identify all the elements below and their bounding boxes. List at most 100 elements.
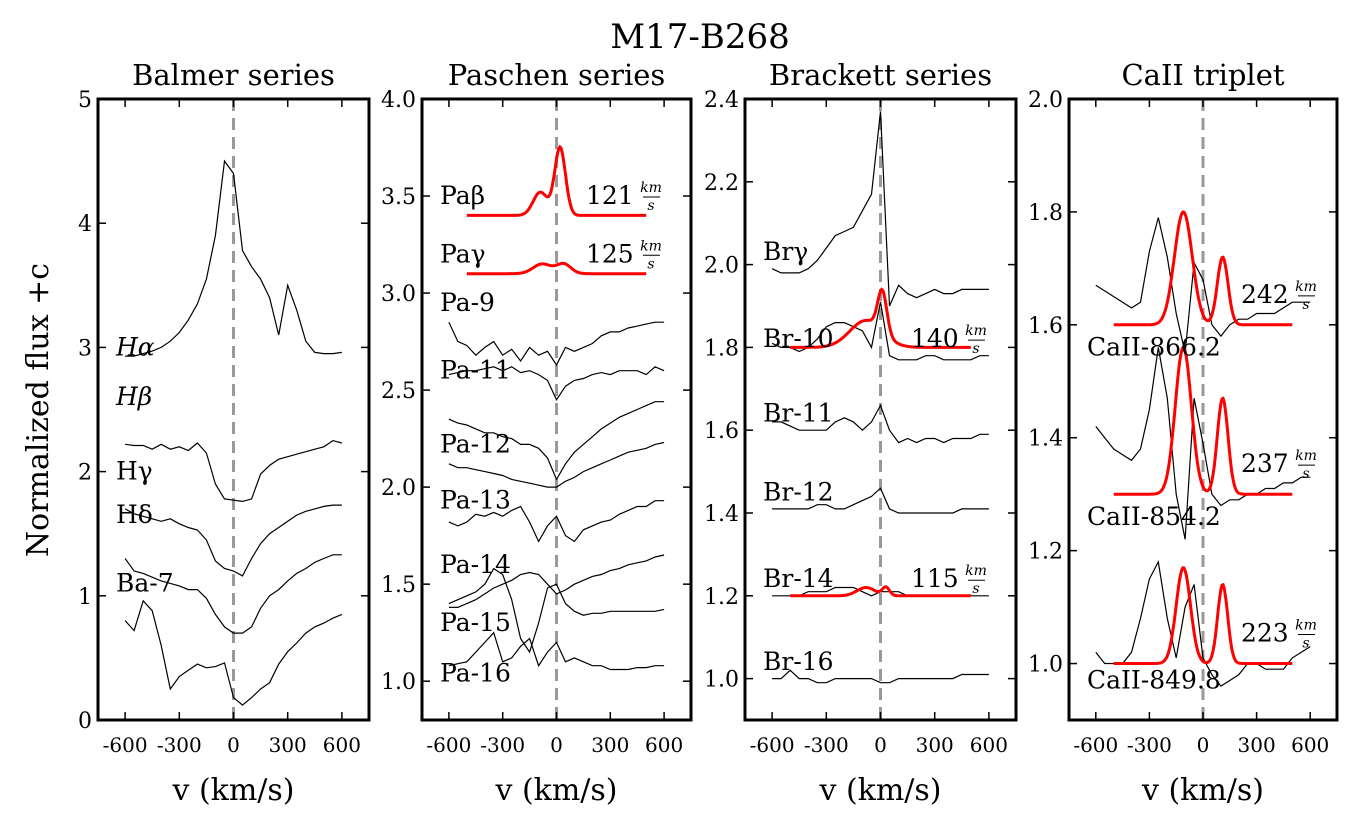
fit-value: 125 [586,239,634,268]
fit-value: 121 [586,181,634,210]
y-tick-label: 2.0 [704,254,739,279]
x-tick-label: -300 [480,733,525,757]
y-tick-label: 1.2 [704,585,739,610]
line-label: Brγ [763,237,808,266]
unit-denominator: s [972,581,979,597]
y-tick-label: 1.6 [704,419,739,444]
axes-frame [743,97,1018,722]
spectrum-line [448,500,665,543]
unit-denominator: s [1302,466,1309,482]
axes-frame [1067,97,1339,722]
fit-line [1113,210,1293,327]
spectrum-line [771,111,989,307]
line-label: Hα [115,332,155,361]
y-tick-label: 4.0 [381,88,416,113]
x-tick-label: -600 [426,733,471,757]
y-tick-label: 1.8 [1028,201,1063,226]
y-tick-label: 2 [78,461,92,486]
unit-numerator: km [640,238,662,254]
line-label: Br-10 [763,324,834,353]
unit-numerator: km [965,323,987,339]
unit-denominator: s [972,341,979,357]
x-tick-label: -300 [804,733,849,757]
y-tick-label: 1.0 [381,670,416,695]
unit-denominator: s [647,256,654,272]
x-axis-label: v (km/s) [171,773,294,808]
panel-title: Paschen series [448,58,666,92]
fit-line [1113,345,1293,496]
spectrum-line [772,403,989,444]
spectrum-line [448,441,665,488]
spectrum-line [448,366,665,402]
fit-value: 115 [911,564,959,593]
x-tick-label: -300 [157,733,202,757]
x-tick-label: 600 [970,733,1008,757]
spectrum-line [448,631,665,671]
spectrum-line [1095,347,1311,540]
y-tick-label: 1.4 [704,502,739,527]
spectrum-line [448,554,665,608]
x-tick-label: 300 [1238,733,1276,757]
line-label: Paγ [440,239,486,268]
x-axis-label: v (km/s) [818,773,941,808]
y-tick-label: 1.4 [1028,427,1063,452]
spectrum-line [124,599,343,706]
x-tick-label: 0 [874,733,887,757]
panel-1: Balmer series Hα Hβ Hγ Hδ Ba-7 -600 -300 0 300 600… [78,58,371,808]
fit-line [790,287,971,349]
unit-denominator: s [1302,297,1309,313]
x-tick-label: 300 [591,733,629,757]
line-label: Hγ [116,457,153,486]
y-tick-label: 2.0 [381,476,416,501]
unit-denominator: s [647,198,654,214]
y-tick-label: 1.0 [704,668,739,693]
line-label: Hδ [116,500,153,529]
fit-line [466,261,647,276]
y-tick-label: 4 [78,212,92,237]
x-tick-label: -600 [750,733,795,757]
x-tick-label: 0 [1197,733,1210,757]
spectrum-line [1095,217,1311,354]
line-label: CaII-849.8 [1087,665,1221,694]
x-axis-label: v (km/s) [494,773,617,808]
spectrum-line [124,554,342,634]
spectrum-line [772,669,989,684]
panel-title: Brackett series [769,58,992,92]
line-label: Ba-7 [116,568,174,597]
y-tick-label: 2.2 [704,171,739,196]
spectrum-line [772,487,989,514]
x-tick-label: -600 [1073,733,1118,757]
y-tick-label: 3 [78,336,92,361]
x-tick-label: 600 [645,733,683,757]
x-axis-label: v (km/s) [1141,773,1264,808]
line-label: Pa-16 [440,658,511,687]
y-tick-label: 1.2 [1028,540,1063,565]
plot-area [1095,99,1311,720]
line-label: Pa-14 [440,550,511,579]
unit-numerator: km [1295,448,1317,464]
line-label: Pa-15 [440,608,511,637]
x-tick-label: 0 [227,733,240,757]
y-axis-label: Normalized flux +c [21,263,56,557]
line-label: Br-16 [763,647,834,676]
y-tick-label: 2.5 [381,379,416,404]
fit-value: 237 [1241,449,1289,478]
y-tick-label: 1.8 [704,336,739,361]
axes-frame [96,97,371,722]
panel-2: Paschen series Paβ Paγ Pa-9 Pa-11 Pa-12 Pa-13 P… [381,58,693,808]
spectrum-line [448,567,665,654]
figure-title: M17-B268 [610,17,789,57]
unit-numerator: km [1295,618,1317,634]
x-tick-label: 0 [550,733,563,757]
y-tick-label: 2.4 [704,88,739,113]
x-tick-label: 300 [916,733,954,757]
line-label: Pa-9 [440,288,495,317]
y-tick-label: 0 [78,709,92,734]
unit-numerator: km [965,563,987,579]
plot-area [448,99,665,720]
spectrum-line [124,504,342,577]
line-label: Pa-13 [440,486,511,515]
line-label: Paβ [440,181,485,210]
unit-denominator: s [1302,636,1309,652]
